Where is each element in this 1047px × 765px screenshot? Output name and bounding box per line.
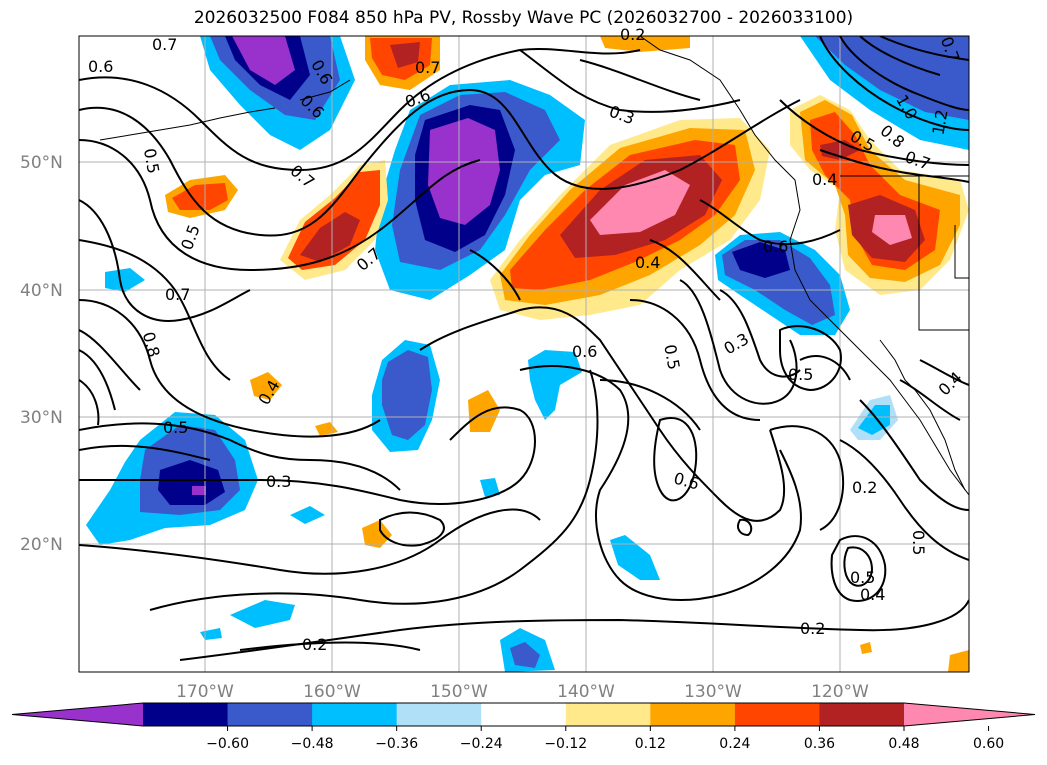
contour-label: 0.5 <box>788 365 813 384</box>
colorbar-tick-label: −0.12 <box>544 736 587 752</box>
colorbar-tick-label: −0.24 <box>460 736 503 752</box>
contour-label: 0.5 <box>140 147 163 175</box>
contour-label: 1.2 <box>928 108 951 136</box>
colorbar-swatch <box>565 703 651 726</box>
contour-label: 0.4 <box>860 585 885 604</box>
colorbar-extend-high <box>904 703 1035 726</box>
pv-shading <box>86 36 969 672</box>
pv-contours <box>79 36 969 661</box>
lon-labels: 170°W 160°W 150°W 140°W 130°W 120°W <box>176 682 869 702</box>
colorbar-outline <box>11 702 1036 727</box>
colorbar-swatch <box>819 703 905 726</box>
contour-label: 0.5 <box>909 530 928 555</box>
coastlines <box>99 36 969 496</box>
lat-label: 20°N <box>20 535 63 555</box>
colorbar-swatch <box>481 703 567 726</box>
graticule <box>79 36 969 672</box>
lon-label: 130°W <box>684 682 742 702</box>
colorbar-extend-low <box>12 703 143 726</box>
lat-label: 40°N <box>20 281 63 301</box>
colorbar-tick-label: 0.36 <box>804 736 835 752</box>
contour-label: 0.2 <box>800 619 825 638</box>
colorbar: −0.60 −0.48 −0.36 −0.24 −0.12 0.12 0.24 0.36 0.4… <box>11 702 1036 752</box>
colorbar-swatch <box>143 703 229 726</box>
colorbar-tick-label: −0.60 <box>206 736 249 752</box>
contour-label: 0.2 <box>852 478 877 497</box>
colorbar-swatch <box>734 703 820 726</box>
contour-label: 0.4 <box>812 170 837 189</box>
colorbar-swatch <box>312 703 398 726</box>
lon-label: 150°W <box>430 682 488 702</box>
map-frame <box>78 35 970 673</box>
contour-label: 0.7 <box>415 58 440 77</box>
colorbar-tick-label: −0.36 <box>375 736 418 752</box>
colorbar-swatch <box>227 703 313 726</box>
colorbar-swatch <box>396 703 482 726</box>
lat-label: 30°N <box>20 408 63 428</box>
contour-label: 0.7 <box>152 35 177 54</box>
colorbar-tick-label: −0.48 <box>291 736 334 752</box>
contour-label: 0.5 <box>163 418 188 437</box>
contour-label: 0.6 <box>572 342 597 361</box>
colorbar-tick-label: 0.24 <box>719 736 750 752</box>
colorbar-swatch <box>650 703 736 726</box>
contour-label: 0.6 <box>763 237 788 256</box>
colorbar-tick-label: 0.48 <box>888 736 919 752</box>
contour-label: 0.4 <box>635 253 660 272</box>
lon-label: 120°W <box>811 682 869 702</box>
lon-label: 170°W <box>176 682 234 702</box>
lat-label: 50°N <box>20 153 63 173</box>
contour-label: 0.2 <box>302 635 327 654</box>
contour-label: 0.5 <box>850 568 875 587</box>
contour-label: 0.3 <box>266 472 291 491</box>
lon-label: 160°W <box>303 682 361 702</box>
contour-label: 0.6 <box>88 57 113 76</box>
lon-label: 140°W <box>557 682 615 702</box>
contour-label: 0.2 <box>620 25 645 44</box>
lat-labels: 50°N 40°N 30°N 20°N <box>20 153 63 555</box>
colorbar-tick-label: 0.60 <box>973 736 1004 752</box>
contour-label: 0.5 <box>660 343 683 371</box>
contour-label: 0.7 <box>165 285 190 304</box>
colorbar-tick-label: 0.12 <box>635 736 666 752</box>
chart-title: 2026032500 F084 850 hPa PV, Rossby Wave … <box>193 8 854 28</box>
